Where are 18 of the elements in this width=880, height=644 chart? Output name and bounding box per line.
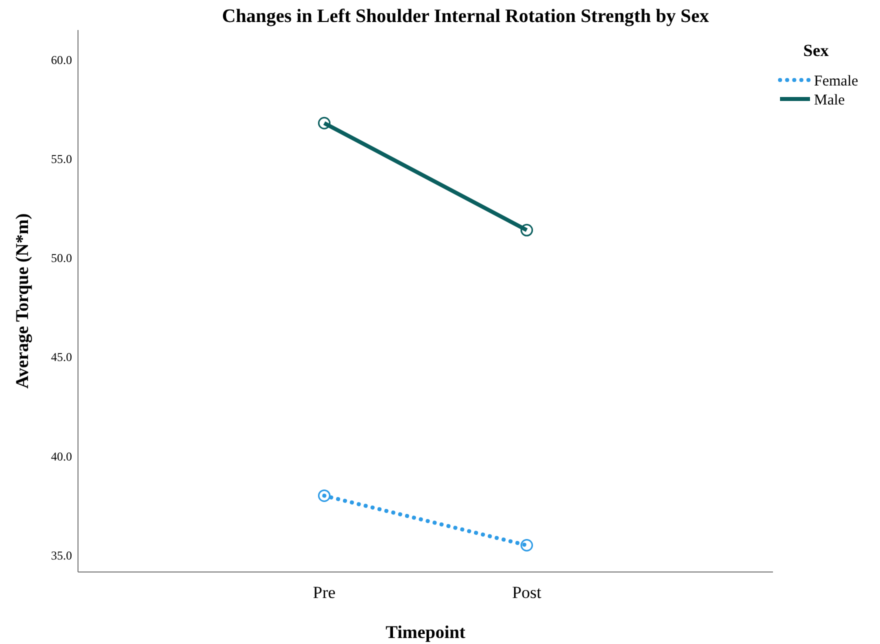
y-tick-label: 50.0 xyxy=(51,251,72,266)
point xyxy=(318,116,330,130)
legend-label: Male xyxy=(814,92,846,108)
x-axis-title: Timepoint xyxy=(386,622,466,642)
y-tick-label: 45.0 xyxy=(51,350,72,364)
legend-label: Female xyxy=(814,73,858,90)
y-tick-label: 35.0 xyxy=(51,548,72,562)
y-tick-label: 40.0 xyxy=(51,449,72,464)
legend-title: Sex xyxy=(803,41,830,60)
x-tick-label: Pre xyxy=(312,583,336,602)
y-tick-label: 55.0 xyxy=(51,152,72,166)
point xyxy=(520,538,534,552)
y-tick-label: 60.0 xyxy=(51,52,72,67)
x-tick-label: Post xyxy=(512,583,542,602)
point xyxy=(318,489,330,502)
chart-title: Changes in Left Shoulder Internal Rotation Strength by Sex xyxy=(222,6,710,27)
y-axis-title: Average Torque (N*m) xyxy=(12,213,32,389)
point xyxy=(520,224,534,236)
